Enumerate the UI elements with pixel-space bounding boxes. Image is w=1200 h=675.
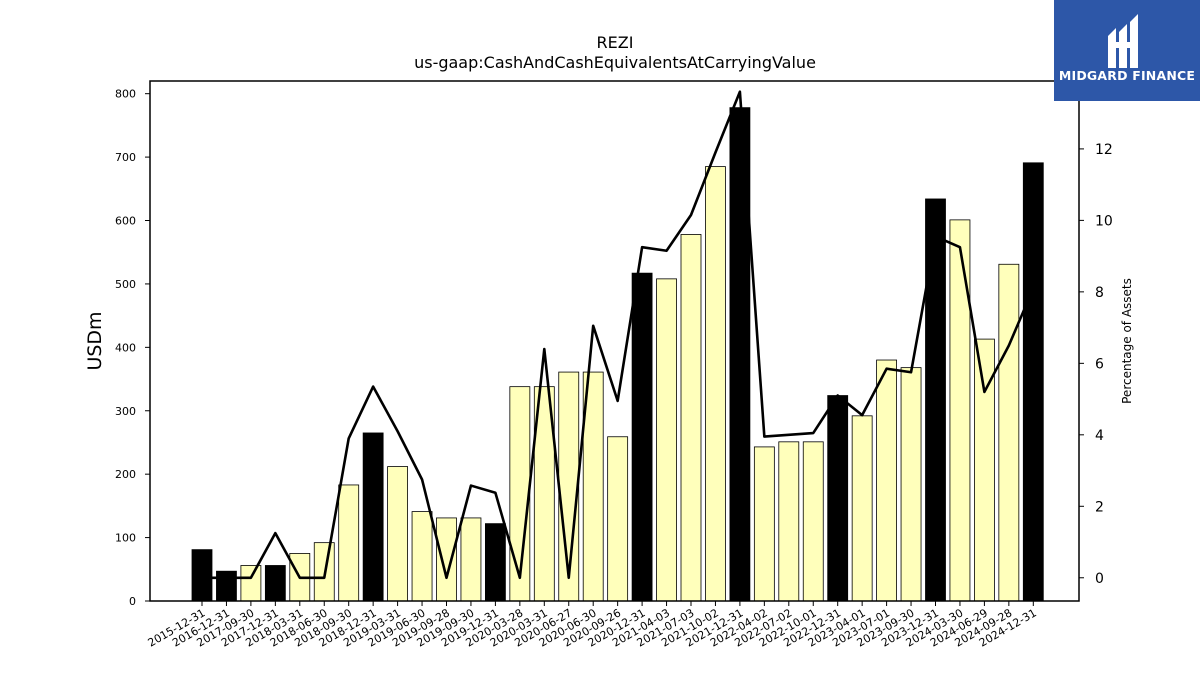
bar-2016-12-31 bbox=[216, 570, 237, 602]
midgard-finance-logo: MIDGARD FINANCE bbox=[1054, 0, 1200, 101]
chart-title: REZI bbox=[597, 33, 634, 52]
bar-2022-10-01 bbox=[802, 441, 824, 602]
midgard-logo-icon bbox=[1108, 14, 1138, 68]
y2-tick-label: 2 bbox=[1095, 499, 1104, 515]
bar-2015-12-31 bbox=[191, 549, 213, 602]
y2-tick-label: 8 bbox=[1095, 285, 1104, 301]
bar-2019-12-31 bbox=[484, 523, 506, 602]
bar-2018-09-30 bbox=[338, 484, 360, 602]
bar-2018-12-31 bbox=[362, 432, 384, 602]
y-tick-label: 800 bbox=[115, 88, 136, 101]
bar-2019-06-30 bbox=[411, 511, 433, 602]
bar-2017-12-31 bbox=[264, 565, 286, 602]
bar-2023-07-01 bbox=[876, 359, 897, 602]
plot-frame bbox=[149, 80, 1080, 602]
bar-2019-09-28 bbox=[436, 517, 457, 602]
chart-subtitle: us-gaap:CashAndCashEquivalentsAtCarrying… bbox=[414, 53, 816, 72]
y-tick-label: 300 bbox=[115, 405, 136, 418]
y-tick-label: 500 bbox=[115, 278, 136, 291]
y2-tick-label: 6 bbox=[1095, 356, 1104, 372]
y2-axis-label: Percentage of Assets bbox=[1120, 278, 1134, 404]
bar-2024-12-31 bbox=[1022, 162, 1044, 602]
bar-2023-12-31 bbox=[925, 198, 946, 602]
bar-2023-04-01 bbox=[851, 415, 873, 602]
percentage-line-series bbox=[201, 90, 1035, 580]
y-axis-label: USDm bbox=[84, 311, 106, 370]
y-axis-left: 0 100 200 300 400 500 600 700 800 bbox=[115, 88, 150, 608]
bar-2023-09-30 bbox=[900, 367, 922, 602]
y-tick-label: 600 bbox=[115, 215, 136, 228]
y-axis-right: 0 2 4 6 8 10 12 bbox=[1079, 142, 1113, 587]
y-tick-label: 100 bbox=[115, 532, 136, 545]
bar-2020-12-31 bbox=[631, 272, 653, 602]
logo-text: MIDGARD FINANCE bbox=[1058, 68, 1196, 83]
y-tick-label: 0 bbox=[129, 595, 136, 608]
bar-2024-03-30 bbox=[949, 219, 971, 602]
bar-2021-04-03 bbox=[656, 278, 677, 602]
y2-tick-label: 0 bbox=[1095, 571, 1104, 587]
bar-2019-09-30 bbox=[460, 517, 482, 602]
y-tick-label: 400 bbox=[115, 341, 136, 354]
x-axis: 2015-12-312016-12-312017-09-302017-12-31… bbox=[146, 601, 1039, 650]
y2-tick-label: 10 bbox=[1095, 213, 1113, 229]
y-tick-label: 700 bbox=[115, 151, 136, 164]
bar-2022-04-02 bbox=[753, 446, 775, 602]
bar-2017-09-30 bbox=[240, 565, 262, 602]
bar-2019-03-31 bbox=[387, 466, 409, 602]
bar-2021-07-03 bbox=[680, 234, 702, 602]
bar-2024-09-28 bbox=[998, 263, 1020, 602]
y-tick-label: 200 bbox=[115, 468, 136, 481]
bar-2022-07-02 bbox=[778, 441, 800, 602]
bar-2021-10-02 bbox=[705, 166, 726, 602]
bar-2020-09-26 bbox=[607, 436, 629, 602]
bar-2022-12-31 bbox=[827, 395, 849, 602]
bar-series bbox=[191, 107, 1044, 602]
y2-tick-label: 12 bbox=[1095, 142, 1113, 158]
y2-tick-label: 4 bbox=[1095, 428, 1104, 444]
